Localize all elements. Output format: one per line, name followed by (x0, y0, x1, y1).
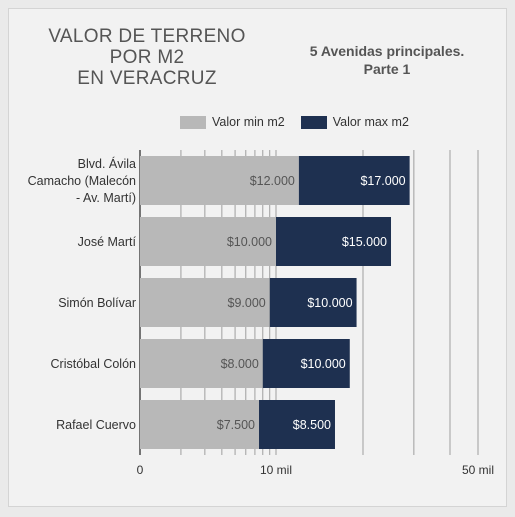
chart-title: VALOR DE TERRENO POR M2 EN VERACRUZ (22, 26, 272, 89)
chart-subtitle-line-1: 5 Avenidas principales. (309, 43, 465, 59)
data-label-min: $8.000 (221, 357, 259, 371)
x-tick-label: 10 mil (260, 463, 292, 477)
chart-subtitle: 5 Avenidas principales. Parte 1 (282, 42, 492, 78)
category-label: Rafael Cuervo (56, 418, 136, 432)
legend-item-min: Valor min m2 (180, 115, 285, 129)
legend-swatch-max (300, 115, 327, 129)
bar-min (140, 156, 299, 205)
data-label-min: $9.000 (228, 296, 266, 310)
bar-min (140, 217, 276, 266)
chart-title-line-1: VALOR DE TERRENO (48, 26, 246, 47)
category-label: Blvd. Ávila (78, 156, 136, 171)
bar-max (269, 278, 357, 327)
legend-item-max: Valor max m2 (300, 115, 409, 129)
chart-legend: Valor min m2 Valor max m2 (180, 114, 419, 130)
x-tick-label: 0 (137, 463, 144, 477)
data-label-min: $12.000 (250, 174, 295, 188)
x-tick-label: 50 mil (462, 463, 494, 477)
bar-max (276, 217, 392, 266)
category-label: - Av. Martí) (76, 191, 136, 205)
category-label: José Martí (78, 235, 137, 249)
bar-min (140, 339, 263, 388)
legend-swatch-min (180, 115, 206, 129)
legend-label-max: Valor max m2 (332, 115, 409, 129)
data-label-min: $7.500 (217, 418, 255, 432)
chart-title-line-2: POR M2 (109, 47, 185, 68)
chart-subtitle-line-2: Parte 1 (363, 61, 411, 77)
legend-label-min: Valor min m2 (212, 115, 285, 129)
data-label-min: $10.000 (227, 235, 272, 249)
bar-min (140, 278, 270, 327)
category-label: Cristóbal Colón (51, 357, 137, 371)
bar-min (140, 400, 260, 449)
category-label: Camacho (Malecón (28, 174, 136, 188)
data-label-max: $15.000 (342, 235, 387, 249)
category-label: Simón Bolívar (58, 296, 136, 310)
data-label-max: $10.000 (301, 357, 346, 371)
bar-max (262, 339, 350, 388)
chart-title-line-3: EN VERACRUZ (77, 68, 217, 89)
bar-max (298, 156, 410, 205)
data-label-max: $8.500 (293, 418, 331, 432)
data-label-max: $17.000 (360, 174, 405, 188)
bar-max (259, 400, 335, 449)
data-label-max: $10.000 (307, 296, 352, 310)
